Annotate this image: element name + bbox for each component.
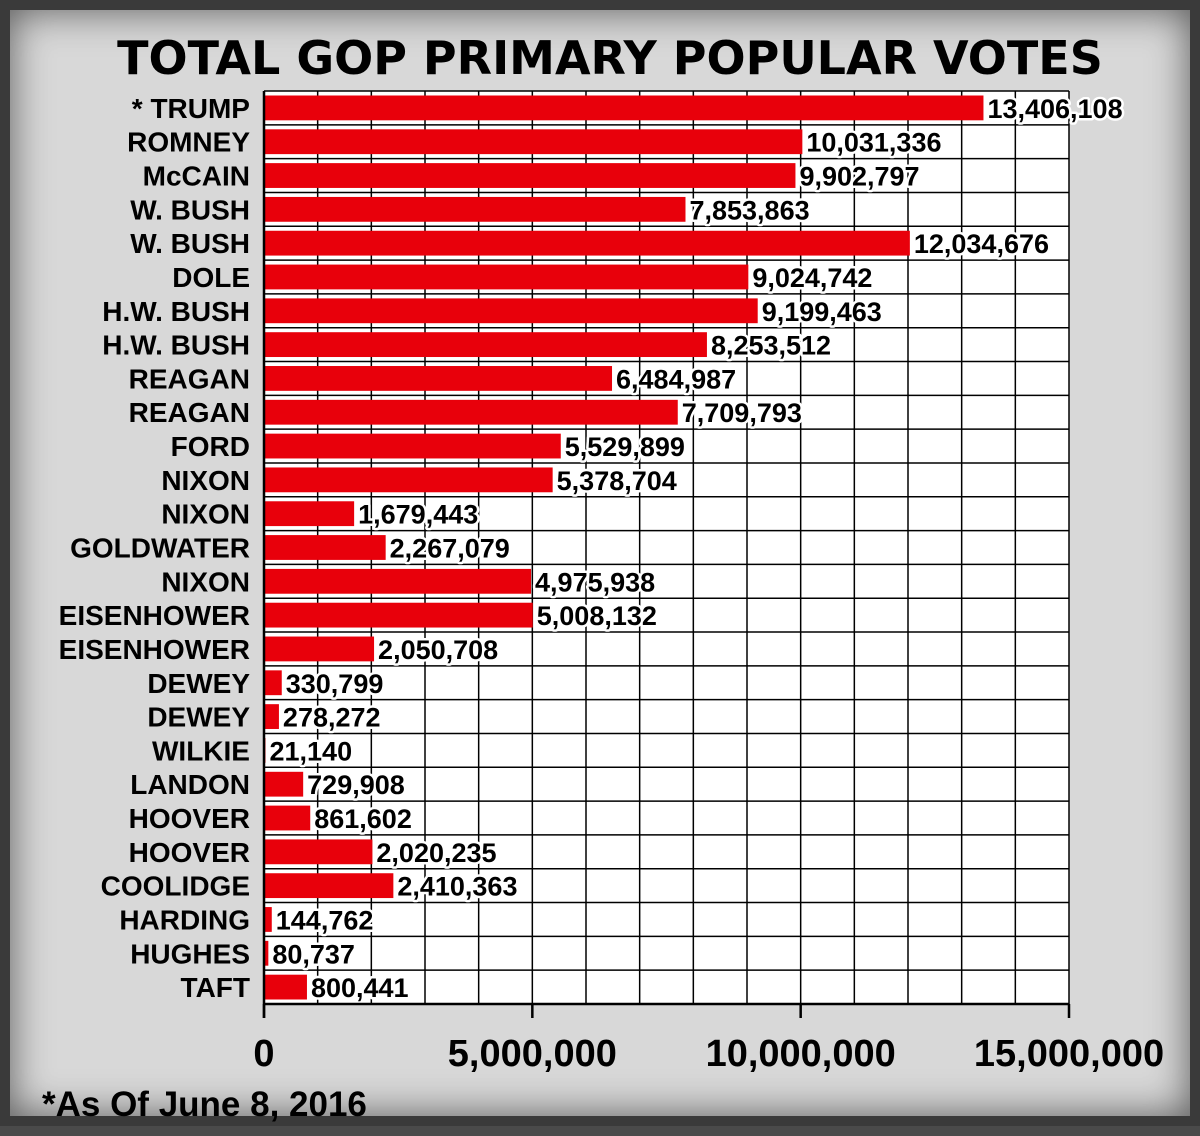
category-label: LANDON [130,769,250,800]
value-label: 8,253,512 [711,331,831,361]
value-label: 4,975,938 [535,567,655,597]
value-label: 800,441 [311,973,409,1003]
bar [264,873,394,899]
value-label: 861,602 [314,804,412,834]
value-label: 2,020,235 [376,838,496,868]
bar [264,704,279,729]
value-label: 5,378,704 [557,466,677,496]
bar [264,264,749,290]
bar [264,467,553,493]
value-label: 80,737 [272,939,355,969]
bar [264,771,304,797]
category-label: HOOVER [129,837,250,868]
bar [264,568,532,594]
value-label: 9,199,463 [762,297,882,327]
value-label: 9,024,742 [752,263,872,293]
value-label: 7,853,863 [689,195,809,225]
value-label: 13,406,108 [987,94,1122,124]
value-label: 5,008,132 [537,601,657,631]
bar [264,433,561,459]
value-label: 7,709,793 [682,398,802,428]
category-label: DOLE [172,262,250,293]
value-label: 5,529,899 [565,432,685,462]
chart-title: TOTAL GOP PRIMARY POPULAR VOTES [117,31,1103,85]
value-label: 12,034,676 [914,229,1049,259]
bar [264,602,533,628]
category-label: FORD [171,431,250,462]
footnote: *As Of June 8, 2016 [42,1085,367,1124]
category-label: REAGAN [129,363,250,394]
bar [264,805,311,831]
bar [264,670,282,696]
bar [264,974,307,1000]
category-label: EISENHOWER [59,600,250,631]
bar-chart: TOTAL GOP PRIMARY POPULAR VOTES * TRUMP 1… [42,31,1164,1124]
category-label: * TRUMP [132,93,250,124]
category-label: ROMNEY [127,127,250,158]
bar [264,332,707,358]
category-label: REAGAN [129,397,250,428]
category-label: NIXON [161,465,250,496]
value-label: 278,272 [283,703,381,733]
category-label: HOOVER [129,803,250,834]
value-label: 6,484,987 [616,364,736,394]
value-label: 144,762 [276,905,374,935]
category-label: HARDING [119,904,250,935]
bar [264,839,373,865]
value-label: 2,050,708 [378,635,498,665]
bar [264,95,984,121]
bar [264,196,686,222]
category-label: COOLIDGE [101,871,250,902]
x-tick-label: 5,000,000 [448,1033,617,1075]
bar [264,940,269,966]
bar [264,399,678,425]
bar [264,230,910,256]
value-label: 10,031,336 [806,128,941,158]
category-label: HUGHES [130,938,250,969]
bar [264,366,613,391]
value-label: 729,908 [307,770,405,800]
value-label: 330,799 [286,669,384,699]
value-label: 1,679,443 [358,500,478,530]
bar [264,501,355,527]
category-label: H.W. BUSH [102,330,250,361]
category-label: WILKIE [152,735,250,766]
category-label: TAFT [181,972,250,1003]
bar [264,636,375,662]
bar [264,298,758,324]
bar [264,535,386,560]
bar [264,129,803,155]
category-label: W. BUSH [130,194,250,225]
category-label: NIXON [161,566,250,597]
category-label: H.W. BUSH [102,296,250,327]
category-label: W. BUSH [130,228,250,259]
value-label: 2,410,363 [397,872,517,902]
x-tick-label: 15,000,000 [974,1033,1164,1075]
category-label: McCAIN [143,161,250,192]
value-label: 9,902,797 [799,162,919,192]
category-label: EISENHOWER [59,634,250,665]
category-label: GOLDWATER [70,533,250,564]
bar-layer [264,95,984,1000]
bar [264,163,796,188]
category-label: NIXON [161,499,250,530]
axis-layer: * TRUMP 13,406,108 ROMNEY 10,031,336 McCAIN 9… [59,91,1164,1075]
category-label: DEWEY [147,668,250,699]
value-label: 21,140 [270,736,353,766]
x-tick-label: 10,000,000 [706,1033,896,1075]
category-label: DEWEY [147,702,250,733]
x-tick-label: 0 [253,1033,274,1075]
bar [264,907,272,932]
value-label: 2,267,079 [390,534,510,564]
